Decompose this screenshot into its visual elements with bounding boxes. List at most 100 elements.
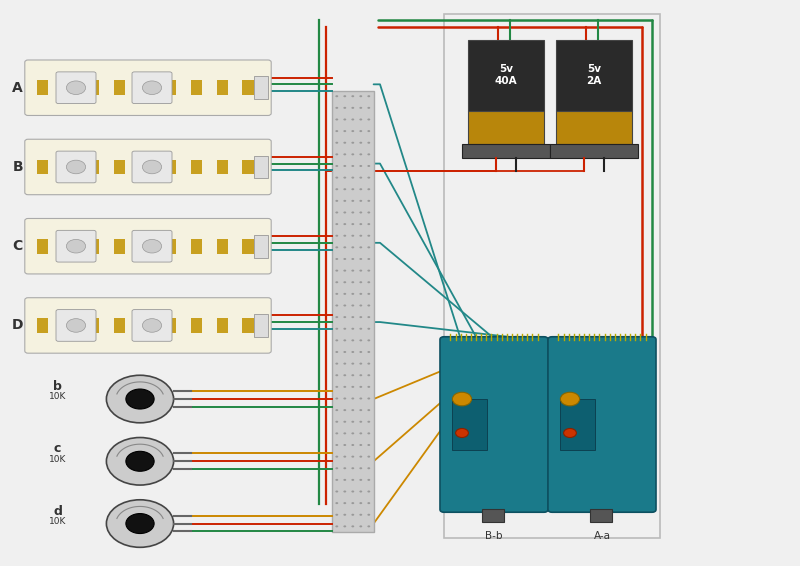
FancyBboxPatch shape [132,72,172,104]
Circle shape [359,386,362,388]
Text: 10K: 10K [49,517,66,526]
Bar [254,314,268,337]
Circle shape [351,293,354,295]
Circle shape [367,293,370,295]
Circle shape [359,142,362,144]
Circle shape [142,81,162,95]
Circle shape [335,269,338,272]
Circle shape [335,153,338,156]
Circle shape [335,479,338,481]
Circle shape [335,130,338,132]
FancyBboxPatch shape [132,230,172,262]
Bar [242,80,254,95]
Circle shape [367,258,370,260]
Circle shape [106,500,174,547]
Bar [139,80,151,95]
Circle shape [351,363,354,365]
Circle shape [343,107,346,109]
Circle shape [351,421,354,423]
Circle shape [367,165,370,167]
Circle shape [335,281,338,283]
Circle shape [367,142,370,144]
Bar [191,239,202,254]
Circle shape [367,444,370,446]
Circle shape [359,153,362,156]
Bar [560,399,595,450]
Circle shape [367,479,370,481]
Bar [254,76,268,99]
Bar [590,509,612,522]
Circle shape [351,235,354,237]
Circle shape [343,444,346,446]
Circle shape [367,386,370,388]
Bar [452,399,487,450]
Bar [88,160,99,174]
Circle shape [343,479,346,481]
Circle shape [343,212,346,213]
Bar [62,318,74,333]
Bar [62,80,74,95]
Circle shape [351,525,354,528]
Circle shape [335,165,338,167]
Circle shape [343,421,346,423]
Circle shape [351,467,354,469]
Bar [217,160,228,174]
Circle shape [335,351,338,353]
Circle shape [351,95,354,97]
Text: A-a: A-a [594,531,610,541]
Bar [217,80,228,95]
Circle shape [343,258,346,260]
Circle shape [335,235,338,237]
Circle shape [343,269,346,272]
Circle shape [367,491,370,492]
Circle shape [359,165,362,167]
Circle shape [335,491,338,492]
Circle shape [106,438,174,485]
Circle shape [359,188,362,190]
Circle shape [343,328,346,330]
Circle shape [351,305,354,307]
Bar [166,160,177,174]
Circle shape [351,328,354,330]
Bar [242,239,254,254]
Circle shape [335,305,338,307]
Circle shape [335,95,338,97]
Circle shape [351,374,354,376]
Circle shape [359,502,362,504]
Bar [37,239,48,254]
Circle shape [367,153,370,156]
Circle shape [343,118,346,121]
Circle shape [335,293,338,295]
Circle shape [343,514,346,516]
Text: d: d [53,505,62,517]
Circle shape [335,316,338,318]
Circle shape [456,428,469,438]
Circle shape [367,351,370,353]
Circle shape [367,409,370,411]
Circle shape [351,386,354,388]
Circle shape [343,293,346,295]
Bar [37,160,48,174]
Circle shape [351,223,354,225]
Circle shape [351,397,354,400]
Circle shape [335,142,338,144]
Bar [166,318,177,333]
Circle shape [367,502,370,504]
Circle shape [126,389,154,409]
Circle shape [359,421,362,423]
Circle shape [66,239,86,253]
Circle shape [351,514,354,516]
Circle shape [359,316,362,318]
Circle shape [359,177,362,179]
Bar [191,318,202,333]
Circle shape [126,451,154,471]
Circle shape [367,397,370,400]
Circle shape [359,491,362,492]
Bar [468,111,544,144]
Circle shape [359,328,362,330]
Circle shape [367,188,370,190]
FancyBboxPatch shape [132,310,172,341]
Circle shape [359,293,362,295]
Circle shape [335,444,338,446]
Circle shape [343,409,346,411]
